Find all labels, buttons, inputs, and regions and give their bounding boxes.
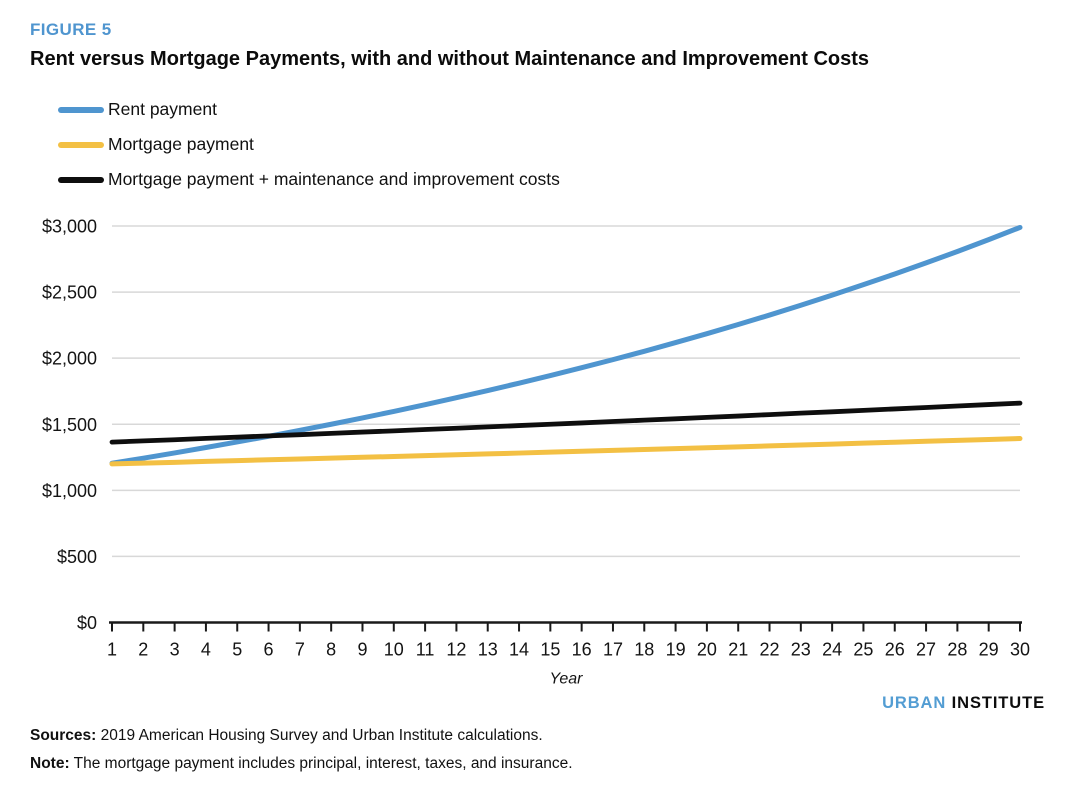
x-axis-tick-label: 2 — [138, 640, 148, 660]
x-axis-tick-label: 17 — [603, 640, 623, 660]
note-text: The mortgage payment includes principal,… — [73, 755, 573, 772]
x-axis-tick-label: 20 — [697, 640, 717, 660]
note-line: Note: The mortgage payment includes prin… — [30, 750, 573, 778]
y-axis-tick-label: $1,500 — [42, 415, 97, 435]
x-axis-tick-label: 15 — [540, 640, 560, 660]
x-axis-tick-label: 8 — [326, 640, 336, 660]
series-line-mortgage-plus-maintenance — [109, 400, 1023, 445]
x-axis-tick-label: 3 — [170, 640, 180, 660]
x-axis-tick-label: 29 — [979, 640, 999, 660]
note-label: Note: — [30, 755, 70, 772]
x-axis-tick-label: 28 — [947, 640, 967, 660]
x-axis-tick-label: 12 — [446, 640, 466, 660]
sources-label: Sources: — [30, 727, 97, 744]
x-axis-tick-label: 11 — [416, 640, 435, 660]
logo-institute-text: INSTITUTE — [951, 694, 1045, 712]
series-line-rent-payment — [109, 224, 1023, 466]
legend-label-rent-payment: Rent payment — [108, 99, 217, 119]
x-axis-tick-label: 6 — [264, 640, 274, 660]
x-axis-tick-label: 21 — [728, 640, 748, 660]
y-axis-tick-label: $500 — [57, 547, 97, 567]
x-axis-tick-label: 5 — [232, 640, 242, 660]
legend-label-mortgage-plus-maintenance: Mortgage payment + maintenance and impro… — [108, 169, 560, 189]
x-axis-tick-label: 30 — [1010, 640, 1030, 660]
legend-item-mortgage-plus-maintenance: Mortgage payment + maintenance and impro… — [58, 162, 560, 197]
x-axis-title: Year — [550, 671, 584, 688]
y-axis-tick-label: $1,000 — [42, 481, 97, 501]
x-axis-tick-label: 24 — [822, 640, 842, 660]
legend-item-rent-payment: Rent payment — [58, 92, 560, 127]
footer-notes: Sources: 2019 American Housing Survey an… — [30, 722, 573, 778]
figure-label: FIGURE 5 — [30, 20, 112, 39]
logo-urban-text: URBAN — [882, 694, 947, 712]
x-axis-tick-label: 14 — [509, 640, 529, 660]
y-axis-tick-label: $0 — [77, 613, 97, 633]
x-axis-tick-label: 27 — [916, 640, 936, 660]
legend-swatch-rent-payment — [58, 106, 104, 113]
x-axis-tick-label: 16 — [572, 640, 592, 660]
legend-swatch-mortgage-payment — [58, 141, 104, 148]
y-axis-tick-label: $2,500 — [42, 283, 97, 303]
sources-text: 2019 American Housing Survey and Urban I… — [100, 727, 543, 744]
x-axis-tick-label: 7 — [295, 640, 305, 660]
urban-institute-logo: URBAN INSTITUTE — [882, 694, 1045, 713]
x-axis-tick-label: 4 — [201, 640, 211, 660]
x-axis-tick-label: 25 — [853, 640, 873, 660]
x-axis-tick-label: 23 — [791, 640, 811, 660]
x-axis-tick-label: 13 — [478, 640, 498, 660]
chart-legend: Rent payment Mortgage payment Mortgage p… — [58, 92, 560, 197]
x-axis-tick-label: 22 — [760, 640, 780, 660]
legend-label-mortgage-payment: Mortgage payment — [108, 134, 254, 154]
chart-title: Rent versus Mortgage Payments, with and … — [30, 48, 870, 70]
series-line-mortgage-payment — [109, 436, 1023, 467]
legend-item-mortgage-payment: Mortgage payment — [58, 127, 560, 162]
sources-line: Sources: 2019 American Housing Survey an… — [30, 722, 573, 750]
x-axis-tick-label: 18 — [634, 640, 654, 660]
x-axis-tick-label: 26 — [885, 640, 905, 660]
y-axis-tick-label: $3,000 — [42, 217, 97, 237]
legend-swatch-mortgage-plus-maintenance — [58, 176, 104, 183]
y-axis-tick-label: $2,000 — [42, 349, 97, 369]
x-axis-tick-label: 9 — [357, 640, 367, 660]
x-axis-tick-label: 1 — [107, 640, 117, 660]
x-axis-tick-label: 10 — [384, 640, 404, 660]
x-axis-tick-label: 19 — [666, 640, 686, 660]
